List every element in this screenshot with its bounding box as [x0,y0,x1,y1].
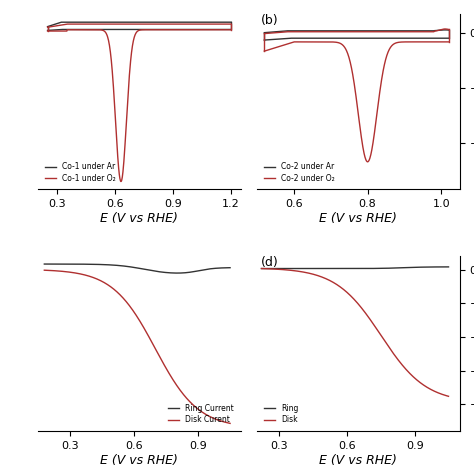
Ring Current [89,262,95,267]
Disk Curent [126,301,131,307]
Legend: Ring Current, Disk Curent: Ring Current, Disk Curent [164,401,237,428]
Ring Current [165,270,171,275]
Ring Current [151,268,156,274]
Disk Curent [182,392,187,398]
Ring Current [227,265,233,271]
Ring Current [42,261,47,267]
Ring Current [74,261,80,267]
Text: (b): (b) [261,14,279,27]
Disk Curent [42,267,47,273]
Disk Curent [227,420,233,426]
X-axis label: E (V vs RHE): E (V vs RHE) [319,212,397,225]
Text: (d): (d) [261,256,279,269]
Disk Curent [89,274,95,280]
Ring Current [182,270,187,276]
Line: Ring Current: Ring Current [45,264,230,273]
Disk Curent [165,369,171,375]
Disk Curent [74,271,80,276]
X-axis label: E (V vs RHE): E (V vs RHE) [100,454,178,467]
Line: Disk Curent: Disk Curent [45,270,230,423]
Ring Current [126,264,131,269]
X-axis label: E (V vs RHE): E (V vs RHE) [319,454,397,467]
Legend: Co-2 under Ar, Co-2 under O₂: Co-2 under Ar, Co-2 under O₂ [261,159,338,186]
Legend: Co-1 under Ar, Co-1 under O₂: Co-1 under Ar, Co-1 under O₂ [42,159,119,186]
Legend: Ring, Disk: Ring, Disk [261,401,302,428]
X-axis label: E (V vs RHE): E (V vs RHE) [100,212,178,225]
Disk Curent [151,343,156,348]
Ring Current [174,270,180,276]
